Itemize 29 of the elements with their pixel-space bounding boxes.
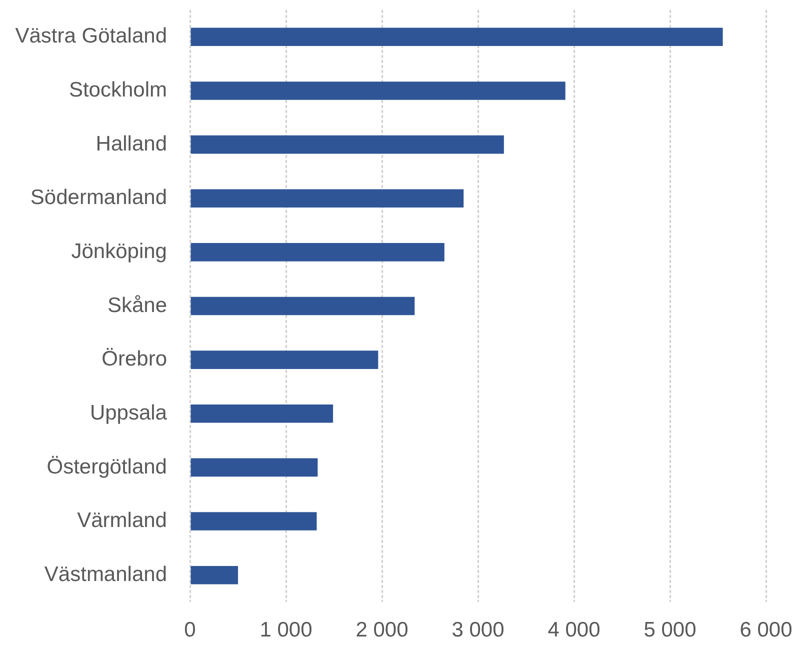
bar — [190, 28, 723, 46]
y-tick-label: Örebro — [102, 348, 167, 371]
x-tick-label: 3 000 — [452, 618, 504, 642]
y-tick-label: Stockholm — [68, 78, 167, 102]
bar — [190, 135, 504, 154]
y-tick-label: Uppsala — [90, 401, 168, 424]
bar — [190, 82, 566, 100]
bar — [190, 458, 318, 477]
x-tick-label: 0 — [184, 618, 196, 642]
y-tick-label: Östergötland — [46, 455, 167, 478]
bar — [190, 189, 464, 208]
y-tick-label: Jönköping — [71, 240, 167, 263]
bar — [190, 350, 378, 369]
y-tick-label: Västmanland — [44, 562, 167, 586]
bar — [190, 243, 444, 262]
y-tick-label: Skåne — [107, 294, 167, 317]
bar — [190, 404, 334, 423]
y-tick-label: Södermanland — [30, 186, 167, 210]
x-tick-label: 6 000 — [740, 618, 792, 642]
bar — [190, 296, 415, 316]
x-tick-label: 1 000 — [260, 618, 312, 642]
x-tick-label: 2 000 — [356, 618, 408, 642]
bar — [190, 512, 317, 530]
bar — [190, 566, 238, 584]
y-tick-label: Värmland — [77, 509, 167, 532]
y-tick-label: Västra Götaland — [15, 24, 167, 48]
x-tick-label: 5 000 — [644, 618, 696, 642]
y-tick-label: Halland — [96, 132, 167, 156]
x-tick-label: 4 000 — [548, 618, 600, 642]
